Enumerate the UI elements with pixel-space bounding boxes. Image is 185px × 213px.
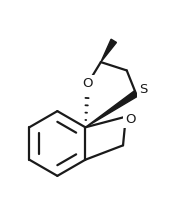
- Text: O: O: [125, 113, 136, 126]
- Text: O: O: [83, 77, 93, 90]
- Text: S: S: [139, 83, 148, 96]
- Polygon shape: [85, 91, 138, 127]
- Polygon shape: [101, 39, 117, 62]
